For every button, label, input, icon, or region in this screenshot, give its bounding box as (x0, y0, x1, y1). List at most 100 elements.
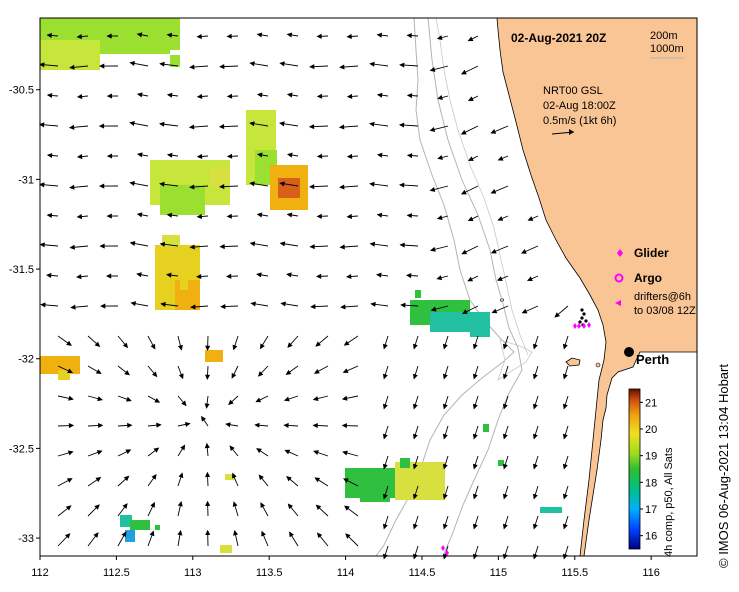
y-tick-label: -31.5 (9, 264, 34, 276)
current-arrow-head (562, 493, 568, 500)
current-arrow-head (201, 415, 207, 422)
current-arrow-head (99, 63, 105, 69)
colorbar-tick-label: 18 (645, 477, 657, 489)
current-arrow-head (412, 523, 418, 530)
sst-patch (225, 474, 235, 480)
current-arrow-head (315, 341, 321, 347)
current-arrow-head (287, 342, 293, 348)
current-arrow-head (256, 212, 263, 218)
current-arrow-head (279, 181, 285, 187)
current-arrow-head (346, 273, 352, 280)
current-arrow-head (219, 64, 225, 70)
current-arrow-head (399, 182, 405, 188)
current-arrow-head (442, 343, 448, 350)
current-arrow-head (467, 96, 474, 101)
current-arrow-head (66, 478, 73, 483)
current-arrow-head (467, 216, 474, 222)
current-arrow-head (461, 249, 468, 255)
current-arrow-head (130, 301, 137, 307)
current-arrow-head (376, 92, 383, 98)
y-tick-label: -30.5 (9, 85, 34, 97)
current-arrow-head (308, 184, 315, 190)
current-arrow-head (345, 533, 351, 539)
current-arrow-head (406, 33, 412, 39)
colorbar (628, 388, 641, 550)
sst-patch (125, 530, 135, 542)
current-arrow-head (532, 343, 538, 350)
current-arrow-head (38, 122, 45, 128)
x-tick-label: 115.5 (561, 567, 588, 579)
current-arrow-head (315, 273, 322, 279)
current-arrow-head (46, 152, 53, 159)
current-arrow-head (177, 500, 183, 507)
date-title: 02-Aug-2021 20Z (511, 31, 606, 45)
colorbar-tick-label: 21 (645, 397, 657, 409)
current-arrow-head (341, 395, 348, 401)
current-arrow-head (287, 503, 294, 510)
current-arrow-head (225, 422, 231, 428)
current-arrow-head (106, 213, 112, 219)
current-arrow-head (315, 504, 322, 510)
current-arrow-head (412, 463, 418, 470)
current-arrow-head (442, 523, 448, 530)
current-arrow-head (412, 493, 418, 500)
x-tick-label: 115 (490, 567, 508, 579)
current-arrow-head (159, 241, 166, 247)
current-arrow-head (382, 463, 388, 470)
current-arrow-head (68, 423, 75, 429)
current-arrow-head (472, 433, 478, 440)
land-mass (496, 17, 698, 557)
sst-patch (470, 325, 490, 337)
current-arrow-head (122, 342, 129, 349)
glider-icon (617, 249, 623, 257)
current-arrow-head (346, 33, 352, 39)
current-arrow-head (39, 62, 45, 68)
current-arrow-head (205, 345, 211, 352)
current-arrow-head (205, 500, 211, 507)
current-arrow-head (284, 449, 291, 455)
current-arrow-head (178, 373, 184, 380)
sst-patch (100, 28, 170, 54)
current-arrow-head (153, 447, 160, 453)
current-arrow-head (196, 153, 203, 159)
current-arrow-head (150, 501, 155, 508)
current-arrow-head (338, 124, 345, 130)
current-arrow-head (309, 244, 315, 250)
current-arrow-head (226, 153, 233, 159)
current-arrow-head (460, 129, 467, 135)
current-arrow-head (314, 477, 321, 483)
currents-source: NRT00 GSL (543, 85, 603, 97)
current-arrow-head (178, 472, 184, 479)
current-arrow-head (400, 302, 406, 308)
current-arrow-head (127, 422, 133, 428)
current-arrow-head (316, 33, 322, 39)
y-tick-label: -32.5 (9, 443, 34, 455)
current-arrow-head (196, 213, 203, 219)
current-arrow-head (286, 476, 292, 482)
sst-patch (155, 525, 160, 530)
sst-patch (210, 168, 230, 188)
current-arrow-head (67, 368, 74, 374)
current-arrow-head (442, 463, 448, 470)
current-arrow-head (286, 32, 293, 38)
current-arrow-head (339, 244, 345, 250)
current-arrow-head (159, 61, 165, 67)
current-arrow-head (233, 529, 239, 536)
isobath-200m (427, 17, 523, 557)
current-arrow-head (160, 301, 166, 307)
current-arrow-head (467, 36, 474, 42)
current-arrow-head (249, 61, 255, 67)
current-arrow-head (129, 120, 135, 126)
current-arrow-head (346, 153, 353, 159)
current-arrow-head (532, 493, 538, 500)
current-arrow-head (406, 213, 412, 219)
current-arrow-head (39, 182, 45, 188)
glider-markers (441, 322, 591, 556)
current-arrow-head (346, 93, 353, 99)
current-arrow-head (429, 246, 436, 252)
current-arrow-head (502, 463, 508, 470)
current-arrow-head (472, 523, 478, 530)
current-arrow-head (279, 121, 285, 127)
current-vectors (38, 32, 569, 560)
current-arrow-head (376, 152, 383, 158)
